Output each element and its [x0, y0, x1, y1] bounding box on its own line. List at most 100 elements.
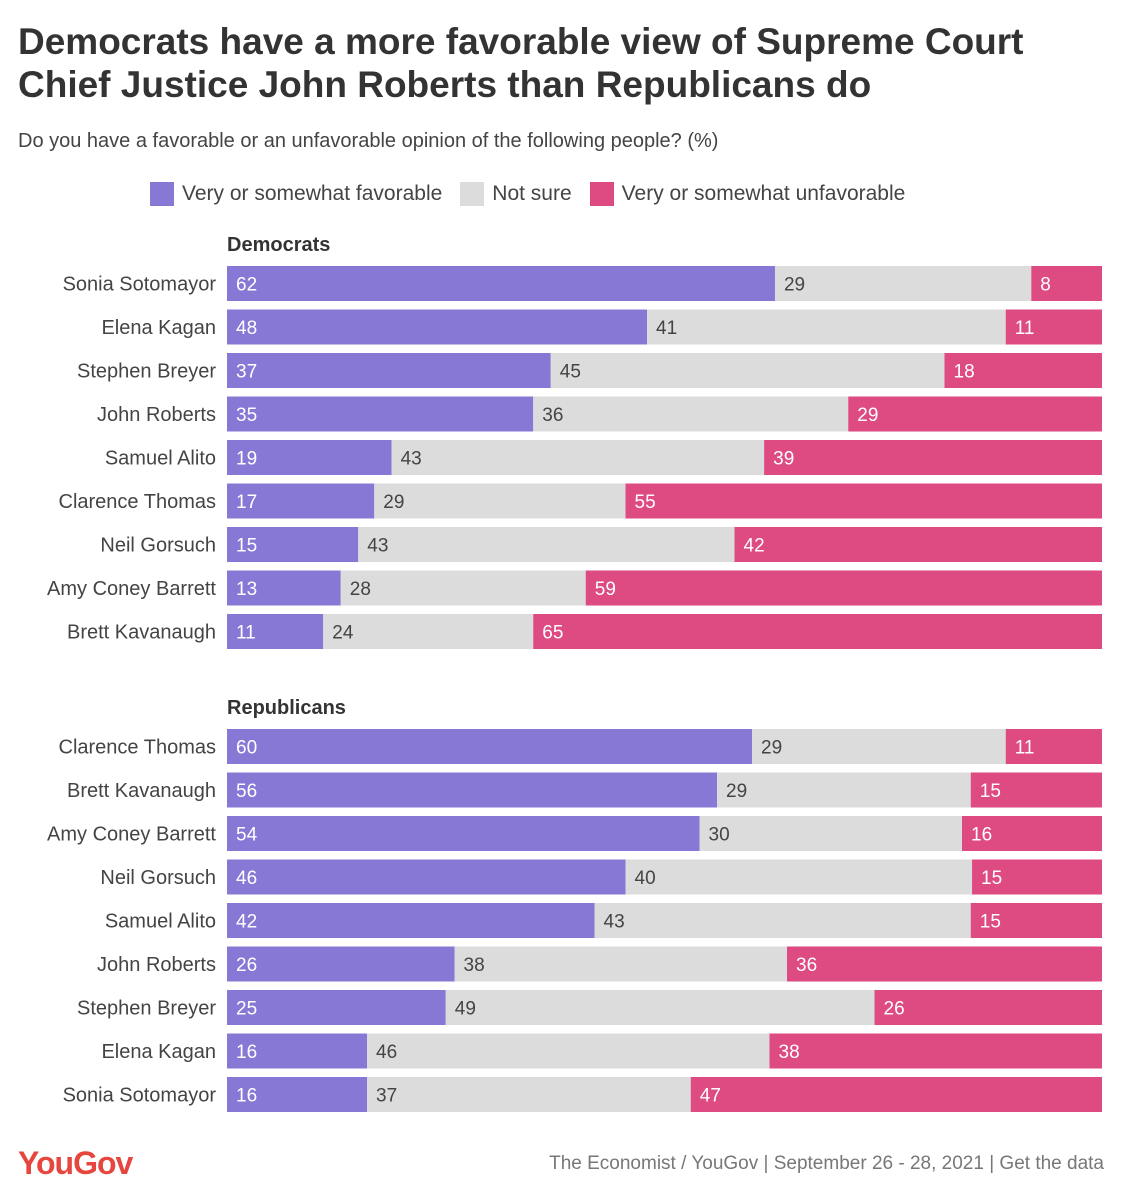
bar-segment-democrats-john-roberts-1 — [533, 396, 849, 432]
data-label-democrats-neil-gorsuch-2: 42 — [744, 536, 765, 557]
data-label-republicans-neil-gorsuch-1: 40 — [635, 868, 656, 889]
data-label-democrats-clarence-thomas-1: 29 — [383, 492, 404, 513]
legend-item-not-sure: Not sure — [460, 182, 572, 206]
data-label-democrats-sonia-sotomayor-1: 29 — [784, 275, 805, 296]
legend-swatch-not-sure — [460, 182, 485, 206]
data-label-democrats-samuel-alito-0: 19 — [236, 449, 257, 470]
data-label-republicans-elena-kagan-2: 38 — [779, 1042, 800, 1063]
bar-segment-democrats-sonia-sotomayor-2 — [1031, 266, 1102, 301]
bar-segment-republicans-sonia-sotomayor-1 — [367, 1077, 691, 1112]
data-label-republicans-amy-coney-barrett-1: 30 — [709, 825, 730, 846]
bar-segment-democrats-amy-coney-barrett-2 — [585, 570, 1102, 606]
bar-segment-democrats-john-roberts-0 — [227, 396, 534, 432]
source-credit: The Economist / YouGov | September 26 - … — [549, 1153, 1104, 1174]
data-label-republicans-sonia-sotomayor-2: 47 — [700, 1086, 721, 1107]
data-label-republicans-sonia-sotomayor-1: 37 — [376, 1086, 397, 1107]
panel-title-democrats: Democrats — [227, 234, 330, 256]
data-label-republicans-elena-kagan-1: 46 — [376, 1042, 397, 1063]
bar-segment-republicans-samuel-alito-0 — [227, 903, 595, 938]
category-label-republicans-samuel-alito: Samuel Alito — [105, 911, 216, 933]
bar-segment-republicans-clarence-thomas-1 — [752, 729, 1006, 764]
bar-segment-democrats-clarence-thomas-0 — [227, 483, 375, 519]
data-label-democrats-stephen-breyer-1: 45 — [560, 362, 581, 383]
bar-segment-democrats-clarence-thomas-2 — [625, 483, 1102, 519]
bar-segment-republicans-neil-gorsuch-2 — [972, 859, 1102, 895]
category-label-republicans-stephen-breyer: Stephen Breyer — [77, 998, 216, 1020]
data-label-republicans-neil-gorsuch-0: 46 — [236, 868, 257, 889]
data-label-democrats-amy-coney-barrett-0: 13 — [236, 579, 257, 600]
yougov-logo: YouGov — [18, 1145, 133, 1181]
data-label-democrats-neil-gorsuch-0: 15 — [236, 536, 257, 557]
bar-segment-democrats-john-roberts-2 — [848, 396, 1102, 432]
chart-title: Democrats have a more favorable view of … — [18, 21, 1024, 105]
category-label-democrats-neil-gorsuch: Neil Gorsuch — [100, 535, 216, 557]
data-label-republicans-stephen-breyer-0: 25 — [236, 999, 257, 1020]
bar-segment-republicans-stephen-breyer-0 — [227, 990, 446, 1025]
legend-swatch-favorable — [150, 182, 174, 206]
bar-segment-democrats-clarence-thomas-1 — [374, 483, 626, 519]
category-label-republicans-clarence-thomas: Clarence Thomas — [59, 737, 216, 759]
data-label-republicans-neil-gorsuch-2: 15 — [981, 868, 1002, 889]
data-label-republicans-samuel-alito-0: 42 — [236, 912, 257, 933]
category-label-republicans-neil-gorsuch: Neil Gorsuch — [100, 867, 216, 889]
bar-segment-republicans-elena-kagan-0 — [227, 1033, 367, 1069]
data-label-democrats-samuel-alito-2: 39 — [773, 449, 794, 470]
category-label-democrats-elena-kagan: Elena Kagan — [101, 317, 216, 339]
bar-segment-democrats-amy-coney-barrett-1 — [340, 570, 586, 606]
category-label-republicans-john-roberts: John Roberts — [97, 954, 216, 976]
data-label-democrats-sonia-sotomayor-0: 62 — [236, 275, 257, 296]
category-label-republicans-amy-coney-barrett: Amy Coney Barrett — [47, 824, 216, 846]
data-label-republicans-sonia-sotomayor-0: 16 — [236, 1086, 257, 1107]
bar-segment-democrats-amy-coney-barrett-0 — [227, 570, 341, 606]
data-label-democrats-amy-coney-barrett-1: 28 — [350, 579, 371, 600]
legend-swatch-unfavorable — [589, 182, 614, 206]
bar-segment-republicans-amy-coney-barrett-0 — [227, 816, 700, 851]
bar-segment-democrats-stephen-breyer-2 — [944, 353, 1102, 388]
data-label-democrats-clarence-thomas-2: 55 — [635, 492, 656, 513]
legend-label-unfavorable: Very or somewhat unfavorable — [621, 182, 906, 205]
data-label-republicans-amy-coney-barrett-2: 16 — [971, 825, 992, 846]
data-label-republicans-brett-kavanaugh-1: 29 — [726, 781, 747, 802]
bar-segment-democrats-elena-kagan-0 — [227, 309, 647, 345]
category-label-democrats-amy-coney-barrett: Amy Coney Barrett — [47, 578, 216, 600]
bar-segment-republicans-brett-kavanaugh-1 — [717, 772, 971, 808]
panel-title-republicans: Republicans — [227, 697, 346, 719]
data-label-republicans-clarence-thomas-0: 60 — [236, 738, 257, 759]
data-label-republicans-stephen-breyer-2: 26 — [884, 999, 905, 1020]
legend-item-favorable: Very or somewhat favorable — [150, 182, 442, 206]
category-label-republicans-sonia-sotomayor: Sonia Sotomayor — [63, 1085, 217, 1107]
data-label-republicans-clarence-thomas-1: 29 — [761, 738, 782, 759]
data-label-republicans-elena-kagan-0: 16 — [236, 1042, 257, 1063]
bar-segment-democrats-samuel-alito-1 — [391, 440, 765, 475]
bar-segment-democrats-elena-kagan-1 — [647, 309, 1006, 345]
data-label-democrats-neil-gorsuch-1: 43 — [367, 536, 388, 557]
bar-segment-republicans-samuel-alito-2 — [970, 903, 1102, 938]
data-label-democrats-elena-kagan-2: 11 — [1015, 318, 1035, 339]
chart-subtitle: Do you have a favorable or an unfavorabl… — [18, 130, 719, 152]
bar-segment-republicans-neil-gorsuch-0 — [227, 859, 626, 895]
bar-segment-democrats-brett-kavanaugh-1 — [323, 614, 534, 649]
bar-segment-democrats-brett-kavanaugh-2 — [533, 614, 1102, 649]
bar-segment-democrats-stephen-breyer-1 — [550, 353, 945, 388]
bar-segment-republicans-john-roberts-0 — [227, 946, 455, 982]
bar-segment-republicans-samuel-alito-1 — [594, 903, 971, 938]
bar-segment-republicans-neil-gorsuch-1 — [625, 859, 973, 895]
data-label-republicans-samuel-alito-1: 43 — [604, 912, 625, 933]
bar-segment-republicans-sonia-sotomayor-0 — [227, 1077, 367, 1112]
data-label-republicans-stephen-breyer-1: 49 — [455, 999, 476, 1020]
legend-label-favorable: Very or somewhat favorable — [182, 182, 443, 205]
legend: Very or somewhat favorable Not sure Very… — [150, 182, 923, 206]
bar-segment-republicans-amy-coney-barrett-1 — [699, 816, 962, 851]
bar-segment-republicans-clarence-thomas-0 — [227, 729, 752, 764]
data-label-republicans-clarence-thomas-2: 11 — [1015, 738, 1035, 759]
data-label-democrats-clarence-thomas-0: 17 — [236, 492, 257, 513]
bar-segment-republicans-elena-kagan-1 — [367, 1033, 770, 1069]
data-label-republicans-brett-kavanaugh-2: 15 — [980, 781, 1001, 802]
bar-segment-republicans-elena-kagan-2 — [769, 1033, 1102, 1069]
data-label-democrats-brett-kavanaugh-0: 11 — [236, 623, 256, 644]
data-label-republicans-amy-coney-barrett-0: 54 — [236, 825, 258, 846]
bar-segment-democrats-neil-gorsuch-2 — [734, 527, 1102, 562]
data-label-democrats-brett-kavanaugh-2: 65 — [542, 623, 563, 644]
data-label-republicans-samuel-alito-2: 15 — [980, 912, 1001, 933]
bar-segment-republicans-sonia-sotomayor-2 — [690, 1077, 1102, 1112]
